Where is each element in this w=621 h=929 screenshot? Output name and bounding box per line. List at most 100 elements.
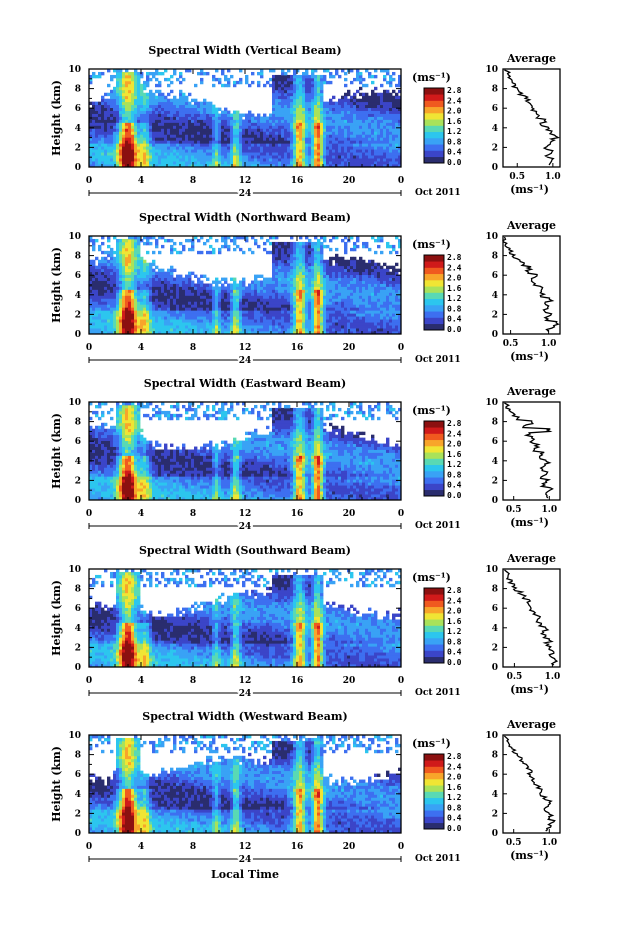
heatmap-cell [269,319,273,323]
heatmap-cell [152,155,156,159]
heatmap-cell [101,101,105,106]
colorbar-swatch [424,150,444,158]
heatmap-cell [275,101,279,106]
heatmap-cell [308,89,312,94]
heatmap-cell [344,98,348,103]
heatmap-cell [152,146,156,150]
heatmap-cell [107,131,111,135]
heatmap-cell [317,110,321,114]
heatmap-cell [281,295,285,299]
heatmap-cell [200,143,204,147]
heatmap-cell [308,86,312,91]
heatmap-cell [320,86,324,91]
heatmap-cell [179,104,183,109]
heatmap-cell [293,77,297,82]
heatmap-cell [272,247,276,252]
heatmap-cell [209,131,213,135]
heatmap-cell [218,107,222,111]
heatmap-cell [335,307,339,311]
heatmap-cell [215,158,219,162]
heatmap-cell [179,250,183,255]
heatmap-cell [158,149,162,153]
heatmap-cell [263,137,267,141]
heatmap-cell [371,140,375,144]
heatmap-cell [122,125,126,129]
heatmap-cell [125,244,129,249]
heatmap-cell [167,286,171,290]
heatmap-cell [128,86,132,91]
heatmap-cell [188,238,192,243]
heatmap-cell [245,316,249,320]
heatmap-cell [194,236,198,240]
heatmap-cell [179,295,183,299]
heatmap-cell [287,304,291,308]
heatmap-cell [197,316,201,320]
heatmap-cell [152,143,156,147]
heatmap-cell [365,149,369,153]
heatmap-cell [338,131,342,135]
heatmap-cell [140,283,144,287]
heatmap-cell [101,152,105,156]
heatmap-cell [317,331,321,335]
heatmap-cell [287,104,291,109]
heatmap-cell [335,331,339,335]
heatmap-cell [203,158,207,162]
heatmap-cell [134,107,138,111]
heatmap-cell [101,143,105,147]
heatmap-cell [122,113,126,117]
heatmap-cell [95,146,99,150]
heatmap-cell [290,319,294,323]
heatmap-cell [98,164,102,168]
heatmap-cell [164,77,168,82]
heatmap-cell [218,161,222,165]
heatmap-cell [341,119,345,123]
heatmap-cell [269,134,273,138]
heatmap-cell [218,119,222,123]
heatmap-cell [248,158,252,162]
heatmap-cell [239,161,243,165]
heatmap-cell [203,295,207,299]
heatmap-cell [377,131,381,135]
heatmap-cell [305,119,309,123]
heatmap-cell [134,69,138,73]
heatmap-cell [296,116,300,120]
heatmap-cell [167,128,171,132]
heatmap-cell [107,164,111,168]
heatmap-cell [395,158,399,162]
heatmap-cell [305,86,309,91]
heatmap-cell [167,134,171,138]
heatmap-cell [236,298,240,302]
heatmap-cell [140,304,144,308]
heatmap-cell [320,152,324,156]
heatmap-cell [299,140,303,144]
heatmap-cell [137,158,141,162]
heatmap-cell [161,104,165,109]
heatmap-cell [218,280,222,284]
heatmap-cell [146,295,150,299]
heatmap-cell [197,134,201,138]
heatmap-cell [158,143,162,147]
heatmap-cell [227,80,231,85]
heatmap-cell [389,149,393,153]
heatmap-cell [152,298,156,302]
heatmap-cell [344,143,348,147]
heatmap-cell [257,289,261,293]
heatmap-cell [239,158,243,162]
heatmap-cell [281,298,285,302]
heatmap-cell [323,104,327,109]
heatmap-cell [272,149,276,153]
heatmap-cell [365,164,369,168]
heatmap-cell [185,313,189,317]
heatmap-cell [254,131,258,135]
heatmap-cell [143,149,147,153]
heatmap-cell [233,146,237,150]
heatmap-cell [317,286,321,290]
heatmap-cell [263,164,267,168]
heatmap-cell [275,92,279,97]
heatmap-cell [236,328,240,332]
heatmap-cell [167,331,171,335]
heatmap-cell [125,313,129,317]
heatmap-cell [92,322,96,326]
heatmap-cell [293,247,297,252]
heatmap-cell [272,83,276,88]
